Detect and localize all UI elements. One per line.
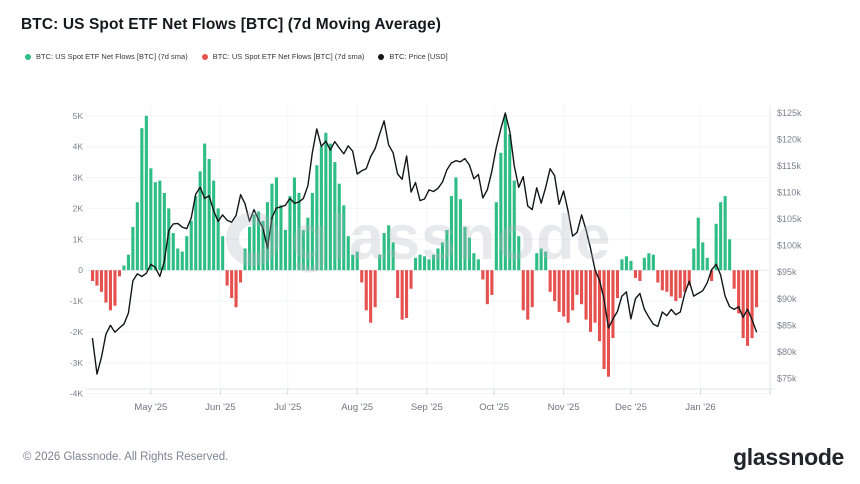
axis-borders: [86, 105, 774, 395]
svg-text:$100k: $100k: [777, 241, 802, 251]
svg-text:$115k: $115k: [777, 161, 801, 171]
price-line: [91, 112, 758, 375]
svg-text:Oct '25: Oct '25: [479, 402, 509, 413]
svg-text:$90k: $90k: [777, 294, 797, 304]
chart-legend: BTC: US Spot ETF Net Flows [BTC] (7d sma…: [25, 52, 448, 61]
legend-item-label: BTC: Price [USD]: [389, 52, 448, 61]
svg-text:$95k: $95k: [777, 267, 797, 277]
svg-text:Sep '25: Sep '25: [411, 402, 443, 413]
svg-text:$110k: $110k: [777, 188, 801, 198]
svg-text:Jul '25: Jul '25: [274, 402, 301, 413]
legend-item-label: BTC: US Spot ETF Net Flows [BTC] (7d sma…: [36, 52, 188, 61]
svg-text:4K: 4K: [73, 142, 84, 152]
svg-text:2K: 2K: [73, 203, 84, 213]
svg-text:$105k: $105k: [777, 214, 802, 224]
svg-text:Nov '25: Nov '25: [548, 402, 580, 413]
svg-text:-1K: -1K: [70, 296, 84, 306]
legend-item-label: BTC: US Spot ETF Net Flows [BTC] (7d sma…: [212, 52, 365, 61]
svg-text:$85k: $85k: [777, 320, 797, 330]
y-axis-right-labels: $125k $120k $115k $110k $105k $100k $95k $90k $8…: [777, 108, 802, 383]
price-dot-icon: [378, 53, 385, 60]
svg-text:$120k: $120k: [777, 135, 802, 145]
outflow-dot-icon: [201, 53, 208, 60]
inflow-dot-icon: [25, 53, 31, 60]
page-title: BTC: US Spot ETF Net Flows [BTC] (7d Mov…: [21, 16, 441, 33]
svg-text:3K: 3K: [73, 173, 84, 183]
legend-item-inflows[interactable]: BTC: US Spot ETF Net Flows [BTC] (7d sma…: [25, 52, 188, 61]
svg-text:1K: 1K: [73, 234, 84, 244]
svg-text:Dec '25: Dec '25: [615, 402, 647, 413]
y-axis-left-labels: 5K 4K 3K 2K 1K 0 -1K -2K -3K -4K: [70, 111, 84, 399]
footer-copyright: © 2026 Glassnode. All Rights Reserved.: [23, 451, 229, 463]
svg-text:$80k: $80k: [777, 347, 797, 357]
svg-text:-3K: -3K: [70, 358, 84, 368]
grid-lines: [86, 115, 770, 395]
svg-text:Jun '25: Jun '25: [205, 402, 235, 413]
svg-text:5K: 5K: [73, 111, 84, 121]
svg-text:Jan '26: Jan '26: [685, 402, 715, 413]
flow-bars: [91, 115, 759, 377]
svg-text:May '25: May '25: [134, 402, 167, 413]
svg-text:Aug '25: Aug '25: [341, 402, 373, 413]
glassnode-logo: glassnode: [733, 444, 845, 470]
legend-item-outflows[interactable]: BTC: US Spot ETF Net Flows [BTC] (7d sma…: [201, 52, 365, 61]
x-axis-labels: May '25 Jun '25 Jul '25 Aug '25 Sep '25 Oct '…: [134, 402, 715, 413]
legend-item-price[interactable]: BTC: Price [USD]: [378, 52, 448, 61]
svg-text:$75k: $75k: [777, 373, 797, 383]
svg-text:-2K: -2K: [70, 327, 84, 337]
svg-text:-4K: -4K: [70, 389, 84, 399]
svg-text:$125k: $125k: [777, 108, 802, 118]
svg-text:0: 0: [78, 265, 83, 275]
